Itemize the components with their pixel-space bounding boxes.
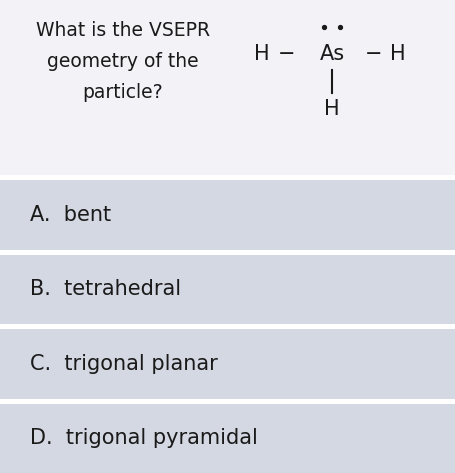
Text: H: H xyxy=(324,99,340,119)
FancyBboxPatch shape xyxy=(0,329,455,398)
FancyBboxPatch shape xyxy=(0,398,455,403)
Text: geometry of the: geometry of the xyxy=(47,52,199,71)
FancyBboxPatch shape xyxy=(0,254,455,324)
Text: particle?: particle? xyxy=(82,83,163,102)
FancyBboxPatch shape xyxy=(0,0,455,175)
FancyBboxPatch shape xyxy=(0,250,455,254)
Text: C.  trigonal planar: C. trigonal planar xyxy=(30,354,217,374)
Text: −: − xyxy=(278,44,295,64)
Text: A.  bent: A. bent xyxy=(30,205,111,225)
Text: H: H xyxy=(254,44,269,64)
Text: H: H xyxy=(390,44,406,64)
Text: B.  tetrahedral: B. tetrahedral xyxy=(30,279,181,299)
FancyBboxPatch shape xyxy=(0,180,455,250)
Text: As: As xyxy=(319,44,345,64)
FancyBboxPatch shape xyxy=(0,175,455,180)
FancyBboxPatch shape xyxy=(0,324,455,329)
Text: What is the VSEPR: What is the VSEPR xyxy=(36,21,210,40)
Text: D.  trigonal pyramidal: D. trigonal pyramidal xyxy=(30,428,258,448)
FancyBboxPatch shape xyxy=(0,403,455,473)
Text: −: − xyxy=(364,44,382,64)
